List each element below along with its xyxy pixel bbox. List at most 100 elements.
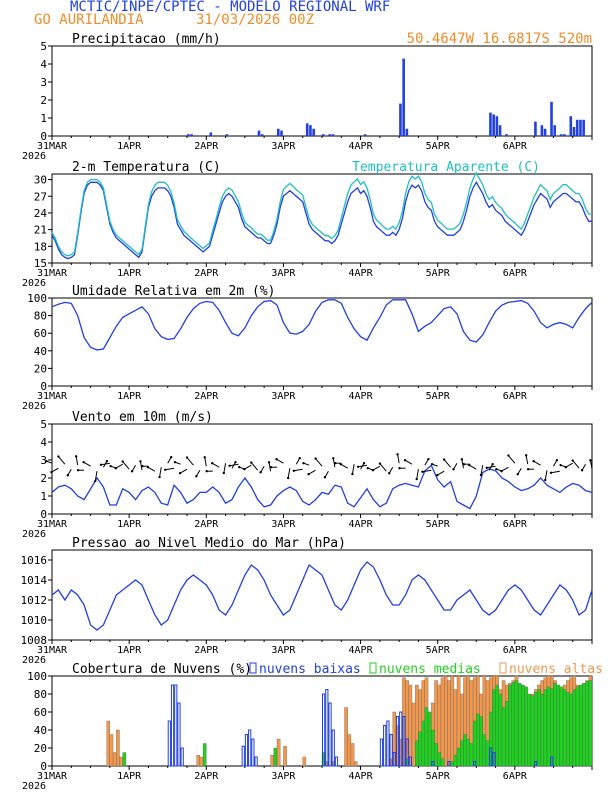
cloud-bar-nuvens-altas — [283, 746, 287, 767]
wind-arrow — [159, 467, 162, 478]
cloud-bar-nuvens-baixas — [174, 684, 178, 767]
precip-bar — [498, 125, 502, 136]
wind-arrow-head — [250, 461, 253, 464]
precip-bar — [277, 128, 280, 136]
cloud-bar-nuvens-baixas — [383, 725, 387, 767]
cloud-bar-nuvens-baixas — [395, 716, 400, 767]
wind-arrow-head — [555, 458, 559, 462]
wind-arrow-head — [571, 459, 574, 462]
wind-arrow-head — [421, 470, 424, 473]
wind-arrow — [244, 464, 252, 470]
wind-ytick-label: 5 — [40, 418, 47, 431]
cloud-bar-nuvens-altas — [447, 680, 451, 767]
cloud-bar-nuvens-medias — [514, 680, 519, 767]
cloud-bar-nuvens-altas — [440, 677, 445, 767]
precip-xtick-label: 2APR — [194, 141, 219, 152]
precip-bar — [312, 128, 315, 136]
wind-arrow-head — [238, 465, 241, 469]
wind-arrow-head — [371, 469, 375, 472]
wind-arrow — [372, 465, 381, 471]
cloud-bar-nuvens-medias — [530, 695, 535, 767]
cloud-bar-nuvens-altas — [109, 734, 114, 767]
wind-arrow — [486, 465, 496, 469]
cloud-bar-nuvens-medias — [533, 692, 538, 767]
wind-arrow-head — [158, 475, 161, 479]
wind-arrow-head — [580, 469, 584, 472]
wind-arrow — [469, 464, 477, 470]
cloud-bar-nuvens-baixas — [241, 745, 245, 767]
cloud-bar-nuvens-altas — [270, 755, 274, 767]
precip-bar — [322, 134, 325, 136]
wind-arrow-head — [549, 471, 553, 474]
cloud-bar-nuvens-medias — [453, 755, 458, 767]
cloud-bar-nuvens-medias — [569, 693, 573, 767]
precip-bar — [582, 119, 585, 136]
cloud-legend-label: nuvens altas — [509, 662, 603, 677]
cloud-bar-nuvens-medias — [582, 683, 586, 767]
precip-bar — [260, 134, 264, 136]
wind-arrow-head — [362, 461, 366, 465]
temp-chart — [48, 171, 593, 267]
temp-ytick-label: 21 — [34, 224, 47, 237]
wind-arrow — [480, 465, 484, 476]
wind-arrow-head — [351, 472, 354, 476]
cloud-bar-nuvens-baixas — [244, 734, 249, 767]
cloud-bar-nuvens-medias — [527, 693, 532, 767]
precip-bar — [492, 114, 495, 136]
wind-arrow-head — [460, 458, 464, 461]
wind-arrows — [45, 453, 593, 483]
wind-arrow-head — [403, 459, 407, 462]
cloud-bar-nuvens-baixas — [170, 684, 175, 767]
wind-arrow — [223, 463, 227, 474]
cloud-bar-nuvens-medias — [588, 680, 593, 767]
wind-arrow-head — [524, 454, 528, 457]
cloud-bar-nuvens-baixas — [334, 756, 339, 767]
rh-xtick-label: 5APR — [426, 391, 451, 402]
wind-arrow-head — [195, 475, 198, 478]
wind-arrow — [229, 463, 239, 467]
cloud-bar-nuvens-altas — [199, 756, 204, 767]
temp-ytick-label: 24 — [34, 207, 48, 220]
wind-arrow-head — [430, 462, 434, 466]
clouds-ytick-label: 40 — [34, 724, 47, 737]
wind-arrow-head — [66, 474, 69, 477]
cloud-bar-nuvens-medias — [440, 758, 445, 767]
wind-arrow-head — [121, 460, 124, 463]
wind-arrow-head — [222, 471, 226, 475]
wind-arrow — [268, 462, 272, 472]
cloud-bar-nuvens-altas — [116, 729, 120, 767]
cloud-bar-nuvens-medias — [479, 716, 483, 767]
cloud-bar-nuvens-medias — [427, 711, 432, 767]
wind-arrow-head — [427, 457, 430, 461]
cloud-bar-nuvens-medias — [273, 747, 278, 767]
wind-arrow-head — [50, 471, 53, 474]
cloud-bar-nuvens-medias — [543, 689, 548, 767]
wind-arrow-head — [589, 459, 592, 462]
rh-xtick-label: 6APR — [503, 391, 528, 402]
wind-arrow-head — [205, 470, 208, 473]
wind-arrow-head — [173, 460, 177, 464]
wind-arrow — [75, 456, 79, 466]
wind-arrow-head — [259, 471, 262, 474]
cloud-bar-nuvens-baixas — [402, 716, 406, 767]
wind-arrow-head — [500, 470, 503, 473]
cloud-bar-nuvens-altas — [106, 720, 111, 767]
wind-arrow — [589, 460, 593, 470]
clouds-xtick-label: 5APR — [426, 771, 451, 782]
press-ytick-label: 1012 — [21, 594, 48, 607]
wind-ytick-label: 3 — [40, 454, 47, 467]
cloud-bar-nuvens-baixas — [379, 738, 384, 767]
cloud-bar-nuvens-medias — [460, 740, 464, 767]
press-frame — [51, 549, 593, 641]
cloud-bar-nuvens-medias — [495, 684, 499, 767]
cloud-bar-nuvens-altas — [408, 684, 413, 767]
wind-arrow-head — [109, 464, 112, 468]
cloud-bar-nuvens-baixas — [447, 761, 451, 767]
cloud-bar-nuvens-altas — [350, 743, 355, 767]
temp-xtick-label: 6APR — [503, 268, 528, 279]
wind-arrow-head — [269, 466, 273, 469]
rh-title: Umidade Relativa em 2m (%) — [72, 284, 276, 299]
press-xtick-label: 5APR — [426, 645, 451, 656]
precip-bar — [187, 134, 190, 136]
